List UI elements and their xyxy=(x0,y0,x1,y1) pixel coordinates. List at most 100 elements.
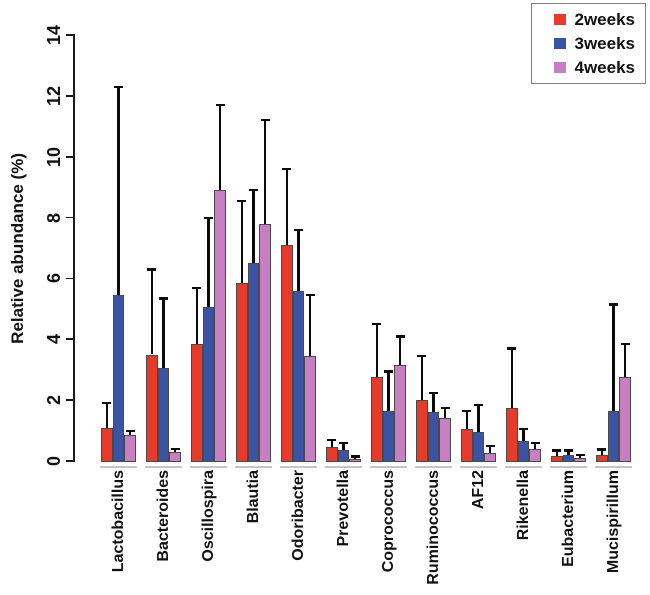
bar-2weeks xyxy=(506,407,518,462)
y-tick-mark xyxy=(66,338,74,341)
y-tick-mark xyxy=(66,95,74,97)
error-bar-cap xyxy=(474,403,483,406)
x-category-label: Blautia xyxy=(244,470,262,524)
error-bar-line xyxy=(489,445,492,454)
error-bar-line xyxy=(129,430,132,436)
bar-2weeks xyxy=(236,282,248,462)
error-bar-cap xyxy=(147,268,157,271)
error-bar-cap xyxy=(114,85,123,89)
bar-4weeks xyxy=(259,223,271,462)
error-bar-cap xyxy=(372,323,382,326)
error-bar-cap xyxy=(327,438,337,441)
error-bar-cap xyxy=(597,448,607,451)
legend-row: 3weeks xyxy=(554,35,645,52)
x-category-label: Rikenella xyxy=(514,470,532,541)
error-bar-line xyxy=(297,229,300,291)
bar-2weeks xyxy=(101,427,113,462)
y-tick-mark xyxy=(66,460,74,462)
error-bar-line xyxy=(219,104,222,191)
y-tick-mark xyxy=(66,277,74,280)
group-baseline-segment xyxy=(235,466,272,468)
bar-4weeks xyxy=(349,458,361,462)
group-baseline-segment xyxy=(460,466,497,468)
error-bar-cap xyxy=(282,167,292,171)
y-tick-mark xyxy=(66,155,74,158)
bar-2weeks xyxy=(326,447,338,462)
error-bar-line xyxy=(477,404,480,433)
error-bar-cap xyxy=(339,441,348,445)
error-bar-line xyxy=(330,439,333,448)
error-bar-cap xyxy=(429,391,438,394)
bar-4weeks xyxy=(214,190,226,462)
group-baseline-segment xyxy=(145,466,182,468)
error-bar-line xyxy=(420,356,423,401)
group-baseline-segment xyxy=(505,466,542,468)
bar-3weeks xyxy=(292,290,305,462)
error-bar-cap xyxy=(564,449,573,452)
bar-3weeks xyxy=(157,368,170,462)
x-category-label: Odoribacter xyxy=(289,470,307,561)
y-tick-label: 2 xyxy=(44,395,64,406)
error-bar-cap xyxy=(552,449,562,452)
y-axis-title: Relative abundance (%) xyxy=(8,152,27,344)
error-bar-line xyxy=(444,407,447,419)
error-bar-cap xyxy=(609,303,618,306)
error-bar-cap xyxy=(170,447,180,451)
legend-label: 2weeks xyxy=(574,10,636,29)
x-category-label: Ruminococcus xyxy=(424,470,442,585)
x-category-label: Bacteroides xyxy=(154,470,172,562)
error-bar-line xyxy=(309,295,312,356)
error-bar-line xyxy=(579,454,582,458)
error-bar-line xyxy=(612,304,615,411)
error-bar-line xyxy=(567,450,570,455)
error-bar-cap xyxy=(204,216,213,219)
error-bar-line xyxy=(387,371,390,411)
error-bar-cap xyxy=(417,355,427,358)
y-tick-label: 6 xyxy=(44,273,64,284)
error-bar-line xyxy=(285,168,288,245)
bar-3weeks xyxy=(202,307,215,462)
group-baseline-segment xyxy=(550,466,587,468)
y-tick-label: 10 xyxy=(44,146,64,167)
error-bar-cap xyxy=(125,429,135,432)
error-bar-cap xyxy=(384,370,393,373)
legend-row: 4weeks xyxy=(554,59,645,76)
bar-4weeks xyxy=(529,448,541,462)
group-baseline-segment xyxy=(415,466,452,468)
y-tick-mark xyxy=(66,399,74,401)
y-tick-label: 0 xyxy=(44,456,64,467)
bar-3weeks xyxy=(607,410,620,462)
error-bar-line xyxy=(174,448,177,452)
bar-3weeks xyxy=(382,410,395,462)
error-bar-line xyxy=(195,287,198,344)
y-tick-label: 8 xyxy=(44,212,64,223)
error-bar-line xyxy=(162,298,165,369)
legend-label: 4weeks xyxy=(574,58,636,77)
y-tick-label: 12 xyxy=(44,85,64,106)
error-bar-cap xyxy=(462,409,472,413)
legend: 2weeks 3weeks 4weeks xyxy=(531,3,646,84)
x-category-label: Eubacterium xyxy=(559,470,577,567)
error-bar-line xyxy=(240,200,243,283)
x-category-label: AF12 xyxy=(469,470,487,510)
bar-4weeks xyxy=(394,365,406,462)
error-bar-cap xyxy=(159,297,168,300)
bar-2weeks xyxy=(191,343,203,462)
error-bar-line xyxy=(150,269,153,355)
bar-3weeks xyxy=(562,454,575,462)
error-bar-cap xyxy=(519,428,528,431)
error-bar-cap xyxy=(260,119,270,122)
group-baseline-segment xyxy=(595,466,632,468)
x-category-label: Prevotella xyxy=(334,470,352,547)
bar-3weeks xyxy=(472,432,485,462)
bar-2weeks xyxy=(461,429,473,462)
error-bar-cap xyxy=(530,441,540,445)
error-bar-line xyxy=(465,410,468,430)
bar-2weeks xyxy=(371,377,383,462)
bar-4weeks xyxy=(304,356,316,462)
error-bar-cap xyxy=(350,455,360,458)
error-bar-cap xyxy=(507,347,517,350)
bar-2weeks xyxy=(551,456,563,462)
group-baseline-segment xyxy=(190,466,227,468)
